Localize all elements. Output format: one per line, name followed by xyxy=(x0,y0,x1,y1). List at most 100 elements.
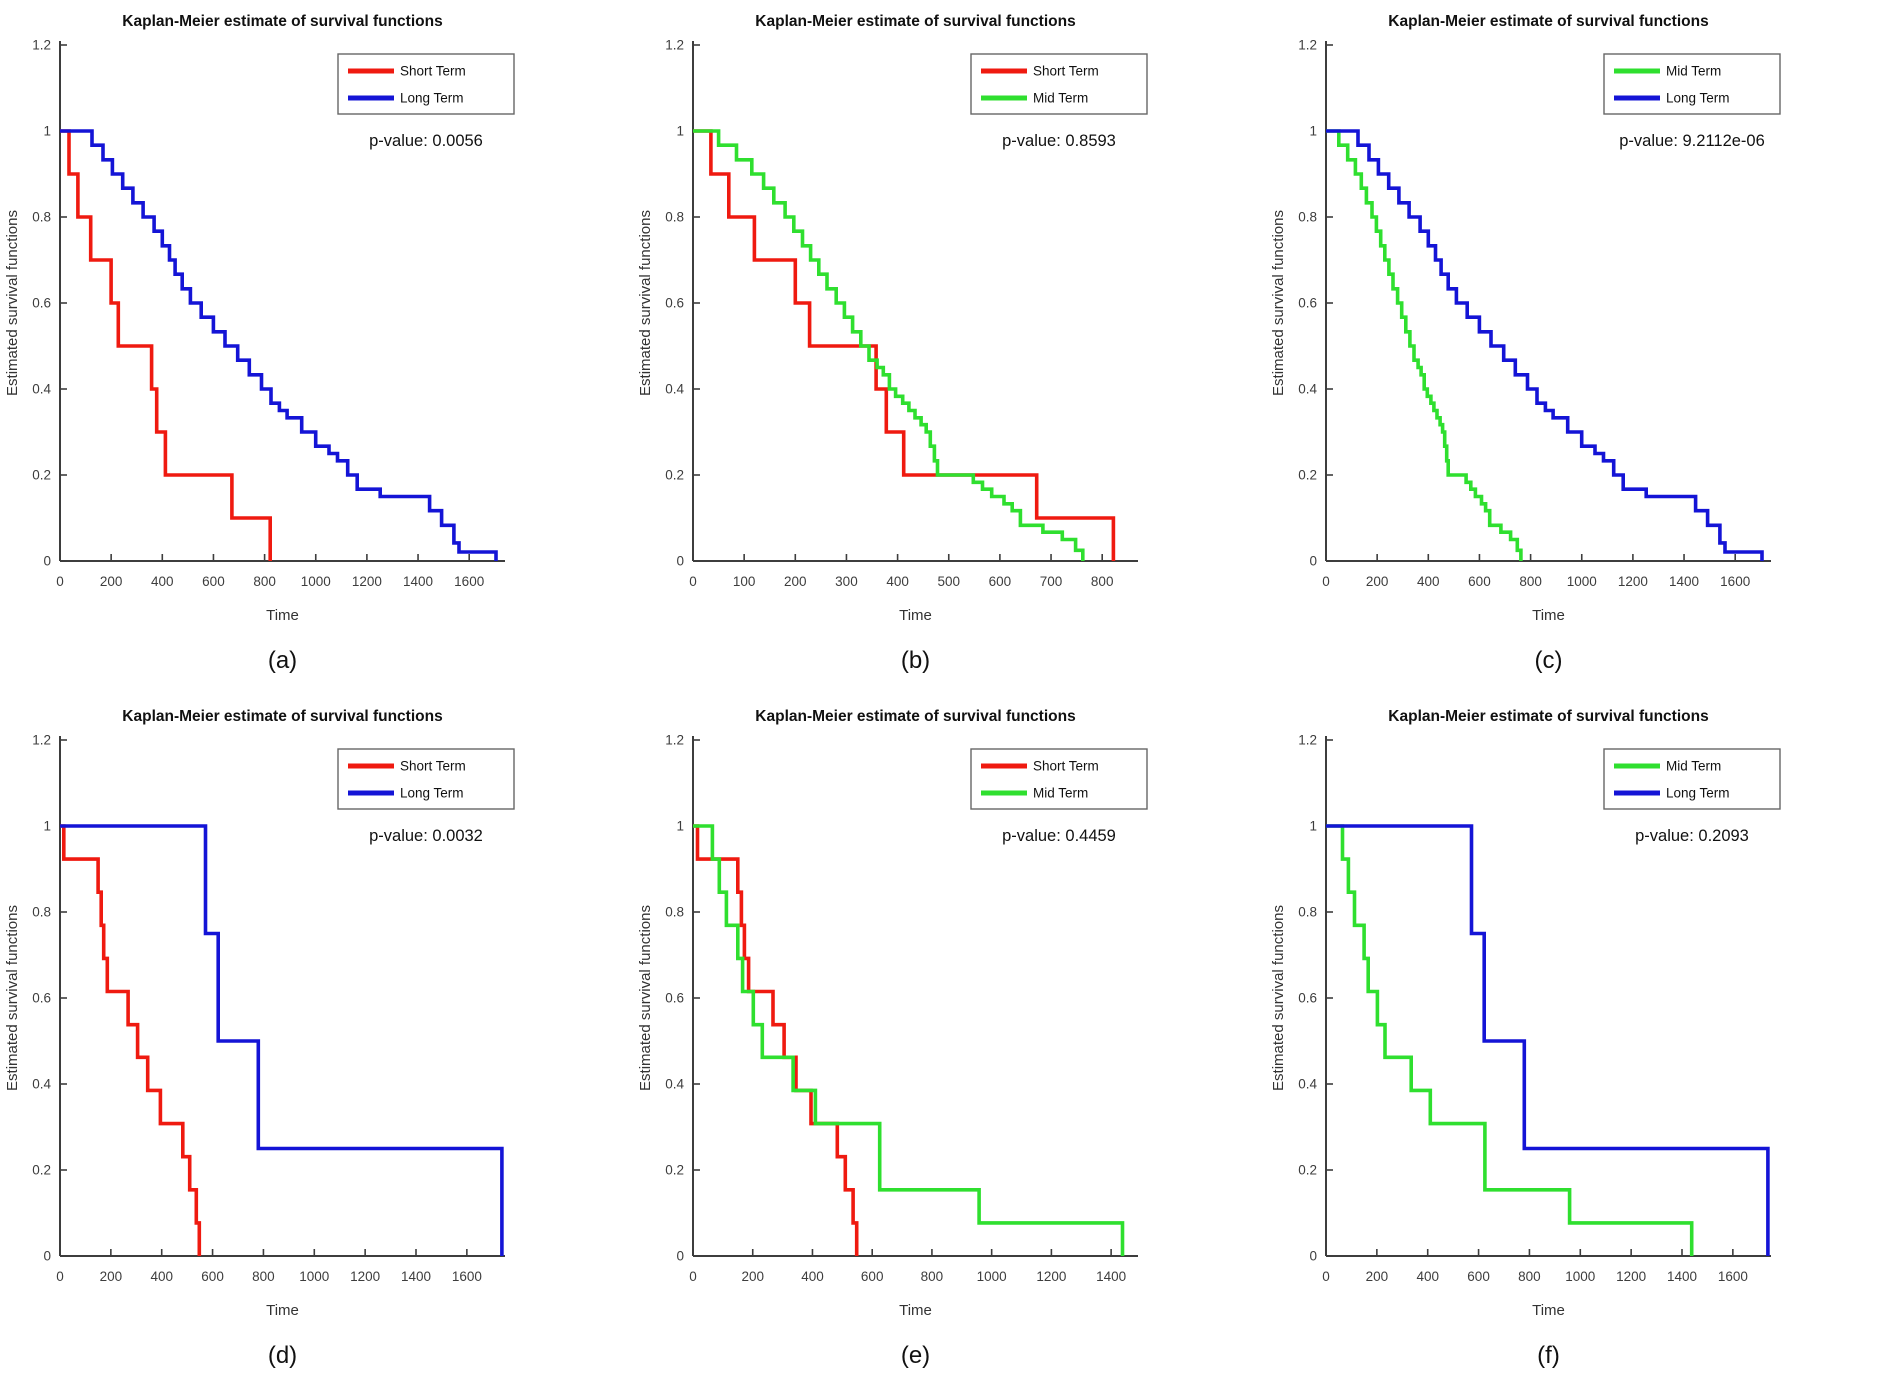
y-tick-label: 1.2 xyxy=(665,733,684,748)
x-tick-label: 1000 xyxy=(1567,574,1597,589)
panel-letter: (b) xyxy=(901,647,930,674)
y-tick-label: 1 xyxy=(1309,124,1317,139)
y-tick-label: 0.2 xyxy=(1298,1163,1317,1178)
x-tick-label: 600 xyxy=(201,1269,224,1284)
curve-mid-term xyxy=(1326,824,1694,1256)
y-tick-label: 1.2 xyxy=(665,38,684,53)
y-tick-label: 0.8 xyxy=(665,905,684,920)
y-tick-label: 0.4 xyxy=(1298,382,1317,397)
y-tick-label: 1.2 xyxy=(32,38,51,53)
y-tick-label: 0.2 xyxy=(1298,468,1317,483)
p-value-text: p-value: 0.4459 xyxy=(1002,827,1116,845)
x-tick-label: 800 xyxy=(1091,574,1114,589)
legend-box xyxy=(970,53,1148,115)
y-tick-label: 0.8 xyxy=(32,210,51,225)
x-tick-label: 500 xyxy=(937,574,960,589)
x-tick-label: 200 xyxy=(741,1269,764,1284)
y-tick-label: 1 xyxy=(43,819,51,834)
curve-short-term xyxy=(60,824,202,1256)
plot-title: Kaplan-Meier estimate of survival functi… xyxy=(755,13,1075,30)
legend-box xyxy=(337,53,515,115)
y-tick-label: 0.6 xyxy=(32,991,51,1006)
y-tick-label: 0 xyxy=(43,1249,51,1264)
x-tick-label: 1200 xyxy=(1036,1269,1066,1284)
x-tick-label: 400 xyxy=(801,1269,824,1284)
y-tick-label: 0 xyxy=(676,1249,684,1264)
x-tick-label: 800 xyxy=(1519,574,1542,589)
x-tick-label: 1600 xyxy=(454,574,484,589)
curve-mid-term xyxy=(693,129,1085,561)
x-tick-label: 600 xyxy=(1468,574,1491,589)
x-tick-label: 1000 xyxy=(299,1269,329,1284)
y-tick-label: 0.6 xyxy=(1298,296,1317,311)
x-tick-label: 1400 xyxy=(1669,574,1699,589)
y-tick-label: 0.2 xyxy=(665,1163,684,1178)
km-plot-b: Kaplan-Meier estimate of survival functi… xyxy=(637,13,1148,674)
x-tick-label: 1400 xyxy=(1096,1269,1126,1284)
x-tick-label: 0 xyxy=(689,574,697,589)
y-axis-label: Estimated survival functions xyxy=(637,905,654,1091)
y-tick-label: 0.2 xyxy=(32,1163,51,1178)
y-tick-label: 0 xyxy=(676,554,684,569)
x-tick-label: 1000 xyxy=(977,1269,1007,1284)
legend-label-short-term: Short Term xyxy=(1033,64,1099,79)
x-tick-label: 400 xyxy=(150,1269,173,1284)
x-axis-label: Time xyxy=(266,1302,299,1319)
legend-label-long-term: Long Term xyxy=(1666,786,1730,801)
km-plot-d: Kaplan-Meier estimate of survival functi… xyxy=(4,708,515,1369)
x-tick-label: 800 xyxy=(921,1269,944,1284)
legend-label-mid-term: Mid Term xyxy=(1666,64,1721,79)
p-value-text: p-value: 9.2112e-06 xyxy=(1619,132,1765,150)
x-tick-label: 600 xyxy=(861,1269,884,1284)
x-tick-label: 800 xyxy=(252,1269,275,1284)
panel-letter: (f) xyxy=(1537,1342,1560,1369)
y-axis-label: Estimated survival functions xyxy=(637,210,654,396)
x-axis-label: Time xyxy=(1532,607,1565,624)
x-tick-label: 1600 xyxy=(1718,1269,1748,1284)
x-tick-label: 0 xyxy=(56,1269,64,1284)
legend-label-long-term: Long Term xyxy=(400,786,464,801)
legend-label-short-term: Short Term xyxy=(1033,759,1099,774)
legend-label-mid-term: Mid Term xyxy=(1033,786,1088,801)
x-tick-label: 1600 xyxy=(1720,574,1750,589)
curve-short-term xyxy=(693,824,859,1256)
x-tick-label: 200 xyxy=(100,574,123,589)
x-tick-label: 600 xyxy=(989,574,1012,589)
panel-letter: (a) xyxy=(268,647,297,674)
x-axis-label: Time xyxy=(266,607,299,624)
km-plot-c: Kaplan-Meier estimate of survival functi… xyxy=(1270,13,1781,674)
y-tick-label: 0.4 xyxy=(32,1077,51,1092)
y-tick-label: 0 xyxy=(43,554,51,569)
x-tick-label: 400 xyxy=(151,574,174,589)
x-tick-label: 300 xyxy=(835,574,858,589)
x-tick-label: 1000 xyxy=(301,574,331,589)
y-axis-label: Estimated survival functions xyxy=(4,210,21,396)
legend-label-long-term: Long Term xyxy=(400,91,464,106)
y-axis-label: Estimated survival functions xyxy=(4,905,21,1091)
p-value-text: p-value: 0.0032 xyxy=(369,827,483,845)
y-tick-label: 0.6 xyxy=(665,991,684,1006)
x-tick-label: 100 xyxy=(733,574,756,589)
panel-letter: (e) xyxy=(901,1342,930,1369)
curve-long-term xyxy=(1326,129,1764,561)
x-axis-label: Time xyxy=(899,607,932,624)
y-tick-label: 0.8 xyxy=(665,210,684,225)
x-tick-label: 1000 xyxy=(1565,1269,1595,1284)
x-tick-label: 1200 xyxy=(1618,574,1648,589)
legend-label-mid-term: Mid Term xyxy=(1033,91,1088,106)
legend-box xyxy=(1603,748,1781,810)
km-plot-e: Kaplan-Meier estimate of survival functi… xyxy=(637,708,1148,1369)
curve-mid-term xyxy=(1326,129,1523,561)
y-axis-label: Estimated survival functions xyxy=(1270,210,1287,396)
curve-short-term xyxy=(60,129,272,561)
plot-title: Kaplan-Meier estimate of survival functi… xyxy=(755,708,1075,725)
p-value-text: p-value: 0.8593 xyxy=(1002,132,1116,150)
p-value-text: p-value: 0.2093 xyxy=(1635,827,1749,845)
y-tick-label: 0 xyxy=(1309,1249,1317,1264)
y-tick-label: 0.6 xyxy=(32,296,51,311)
y-tick-label: 1 xyxy=(676,819,684,834)
km-plot-a: Kaplan-Meier estimate of survival functi… xyxy=(4,13,515,674)
legend-box xyxy=(1603,53,1781,115)
x-tick-label: 800 xyxy=(1518,1269,1541,1284)
